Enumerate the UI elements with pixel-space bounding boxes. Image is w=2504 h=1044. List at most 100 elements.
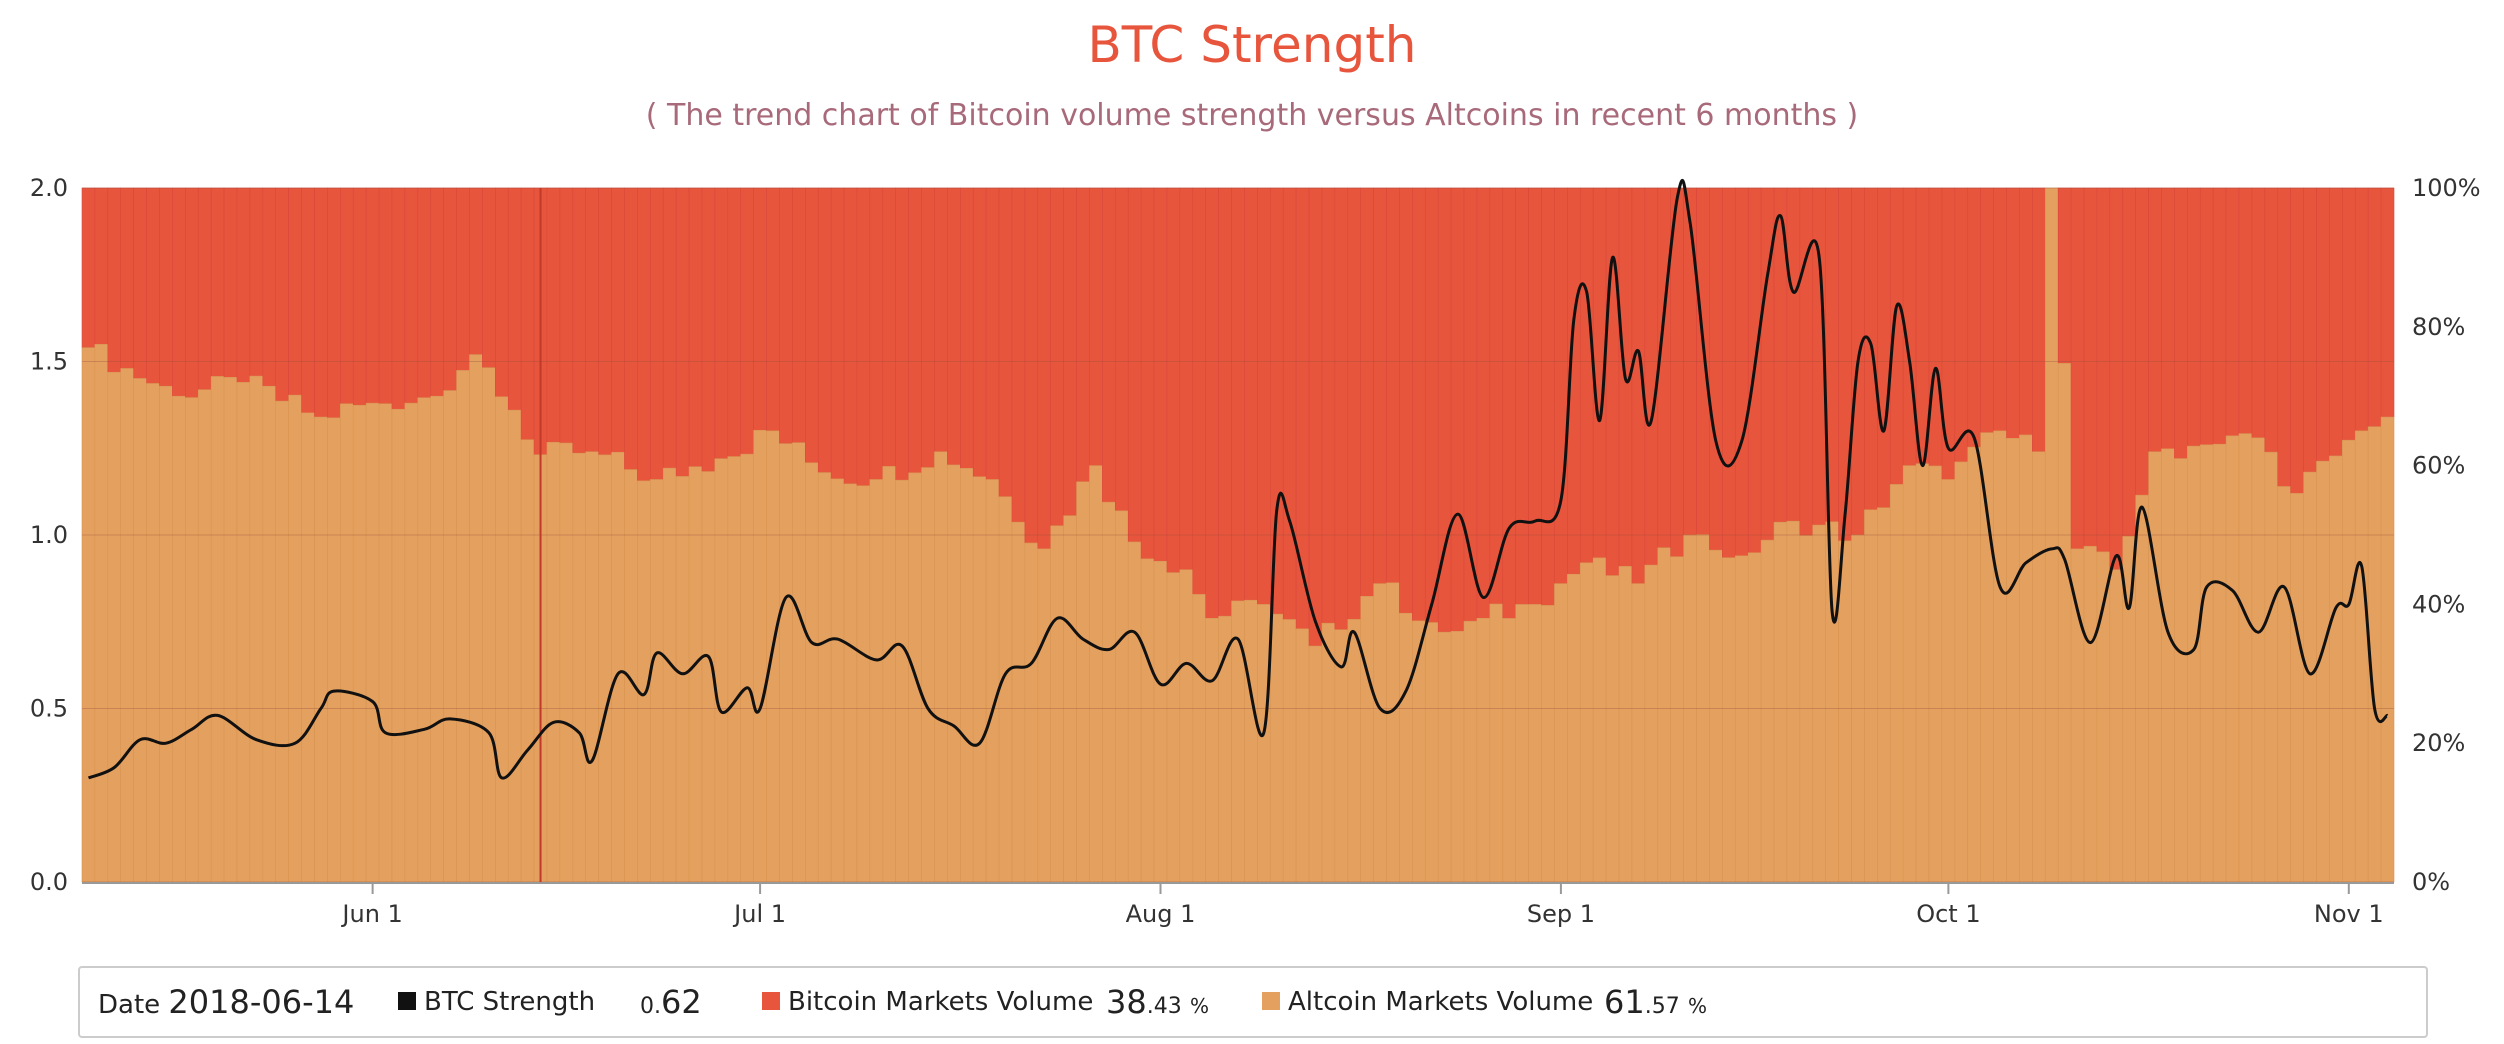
altcoin-volume-bar[interactable] bbox=[185, 397, 199, 883]
bitcoin-volume-bar[interactable] bbox=[2006, 187, 2020, 439]
altcoin-volume-bar[interactable] bbox=[2238, 433, 2253, 883]
bitcoin-volume-bar[interactable] bbox=[675, 187, 690, 477]
altcoin-volume-bar[interactable] bbox=[1786, 520, 1801, 883]
bitcoin-volume-bar[interactable] bbox=[275, 187, 289, 402]
altcoin-volume-bar[interactable] bbox=[1954, 461, 1969, 883]
altcoin-volume-bar[interactable] bbox=[1760, 539, 1775, 883]
bitcoin-volume-bar[interactable] bbox=[882, 187, 897, 467]
bitcoin-volume-bar[interactable] bbox=[391, 187, 406, 410]
bitcoin-volume-bar[interactable] bbox=[1244, 187, 1258, 601]
bitcoin-volume-bar[interactable] bbox=[1644, 187, 1659, 566]
bitcoin-volume-bar[interactable] bbox=[1179, 187, 1194, 571]
altcoin-volume-bar[interactable] bbox=[159, 385, 173, 883]
altcoin-volume-bar[interactable] bbox=[572, 452, 587, 883]
altcoin-volume-bar[interactable] bbox=[1011, 521, 1026, 883]
bitcoin-volume-bar[interactable] bbox=[1980, 187, 1994, 433]
altcoin-volume-bar[interactable] bbox=[805, 462, 819, 883]
bitcoin-volume-bar[interactable] bbox=[1295, 187, 1310, 630]
bitcoin-volume-bar[interactable] bbox=[456, 187, 470, 371]
bitcoin-volume-bar[interactable] bbox=[1321, 187, 1336, 624]
bitcoin-volume-bar[interactable] bbox=[120, 187, 134, 369]
bitcoin-volume-bar[interactable] bbox=[107, 187, 122, 373]
altcoin-volume-bar[interactable] bbox=[365, 402, 380, 883]
bitcoin-volume-bar[interactable] bbox=[895, 187, 909, 481]
bitcoin-volume-bar[interactable] bbox=[2380, 187, 2395, 418]
bitcoin-volume-bar[interactable] bbox=[1915, 187, 1930, 464]
altcoin-volume-bar[interactable] bbox=[1967, 446, 1981, 883]
bitcoin-volume-bar[interactable] bbox=[546, 187, 561, 443]
bitcoin-volume-bar[interactable] bbox=[559, 187, 574, 444]
bitcoin-volume-bar[interactable] bbox=[701, 187, 716, 472]
altcoin-volume-bar[interactable] bbox=[1282, 619, 1297, 883]
bitcoin-volume-bar[interactable] bbox=[1205, 187, 1219, 619]
altcoin-volume-bar[interactable] bbox=[1063, 515, 1077, 883]
bitcoin-volume-bar[interactable] bbox=[1709, 187, 1723, 551]
bitcoin-volume-bar[interactable] bbox=[340, 187, 354, 405]
bitcoin-volume-bar[interactable] bbox=[1102, 187, 1116, 503]
bitcoin-volume-bar[interactable] bbox=[1399, 187, 1413, 614]
altcoin-volume-bar[interactable] bbox=[2380, 416, 2395, 883]
bitcoin-volume-bar[interactable] bbox=[1412, 187, 1426, 622]
bitcoin-volume-bar[interactable] bbox=[1605, 187, 1620, 576]
altcoin-volume-bar[interactable] bbox=[1644, 564, 1659, 883]
altcoin-volume-bar[interactable] bbox=[236, 382, 251, 883]
bitcoin-volume-bar[interactable] bbox=[146, 187, 160, 384]
bitcoin-volume-bar[interactable] bbox=[1114, 187, 1129, 512]
altcoin-volume-bar[interactable] bbox=[1773, 521, 1788, 883]
altcoin-volume-bar[interactable] bbox=[1321, 622, 1336, 883]
bitcoin-volume-bar[interactable] bbox=[817, 187, 832, 473]
bitcoin-volume-bar[interactable] bbox=[1373, 187, 1387, 584]
altcoin-volume-bar[interactable] bbox=[327, 417, 341, 883]
altcoin-volume-bar[interactable] bbox=[1347, 619, 1362, 883]
altcoin-volume-bar[interactable] bbox=[391, 408, 406, 883]
altcoin-volume-bar[interactable] bbox=[1980, 432, 1994, 883]
altcoin-volume-bar[interactable] bbox=[210, 376, 225, 883]
altcoin-volume-bar[interactable] bbox=[275, 400, 289, 883]
altcoin-volume-bar[interactable] bbox=[2187, 445, 2201, 883]
altcoin-volume-bar[interactable] bbox=[1463, 620, 1478, 883]
bitcoin-volume-bar[interactable] bbox=[1269, 187, 1284, 615]
bitcoin-volume-bar[interactable] bbox=[1734, 187, 1749, 557]
altcoin-volume-bar[interactable] bbox=[2057, 363, 2072, 883]
altcoin-volume-bar[interactable] bbox=[288, 394, 302, 883]
altcoin-volume-bar[interactable] bbox=[830, 478, 845, 883]
altcoin-volume-bar[interactable] bbox=[133, 378, 147, 883]
altcoin-volume-bar[interactable] bbox=[1993, 430, 2007, 883]
altcoin-volume-bar[interactable] bbox=[585, 451, 599, 883]
altcoin-volume-bar[interactable] bbox=[249, 375, 264, 883]
altcoin-volume-bar[interactable] bbox=[443, 390, 457, 883]
altcoin-volume-bar[interactable] bbox=[1747, 552, 1762, 883]
bitcoin-volume-bar[interactable] bbox=[2083, 187, 2098, 547]
bitcoin-volume-bar[interactable] bbox=[1231, 187, 1245, 602]
bitcoin-volume-bar[interactable] bbox=[352, 187, 367, 406]
altcoin-volume-bar[interactable] bbox=[1089, 465, 1103, 883]
altcoin-volume-bar[interactable] bbox=[2174, 458, 2188, 883]
bitcoin-volume-bar[interactable] bbox=[133, 187, 147, 379]
bitcoin-volume-bar[interactable] bbox=[1127, 187, 1142, 543]
altcoin-volume-bar[interactable] bbox=[340, 403, 354, 883]
bitcoin-volume-bar[interactable] bbox=[2290, 187, 2304, 494]
bitcoin-volume-bar[interactable] bbox=[972, 187, 987, 478]
altcoin-volume-bar[interactable] bbox=[947, 464, 961, 883]
altcoin-volume-bar[interactable] bbox=[1515, 604, 1529, 883]
bitcoin-volume-bar[interactable] bbox=[94, 187, 109, 345]
bitcoin-volume-bar[interactable] bbox=[236, 187, 251, 383]
altcoin-volume-bar[interactable] bbox=[1554, 583, 1568, 883]
altcoin-volume-bar[interactable] bbox=[1153, 560, 1168, 883]
bitcoin-volume-bar[interactable] bbox=[2225, 187, 2240, 437]
bitcoin-volume-bar[interactable] bbox=[805, 187, 819, 464]
bitcoin-volume-bar[interactable] bbox=[197, 187, 212, 390]
altcoin-volume-bar[interactable] bbox=[2251, 437, 2266, 883]
bitcoin-volume-bar[interactable] bbox=[998, 187, 1013, 497]
bitcoin-volume-bar[interactable] bbox=[1722, 187, 1736, 558]
bitcoin-volume-bar[interactable] bbox=[869, 187, 884, 480]
bitcoin-volume-bar[interactable] bbox=[1153, 187, 1168, 562]
altcoin-volume-bar[interactable] bbox=[895, 479, 909, 883]
bitcoin-volume-bar[interactable] bbox=[159, 187, 173, 387]
altcoin-volume-bar[interactable] bbox=[1424, 622, 1439, 883]
altcoin-volume-bar[interactable] bbox=[107, 371, 122, 883]
altcoin-volume-bar[interactable] bbox=[1812, 524, 1826, 883]
altcoin-volume-bar[interactable] bbox=[1024, 542, 1039, 883]
bitcoin-volume-bar[interactable] bbox=[430, 187, 444, 397]
altcoin-volume-bar[interactable] bbox=[869, 479, 884, 883]
